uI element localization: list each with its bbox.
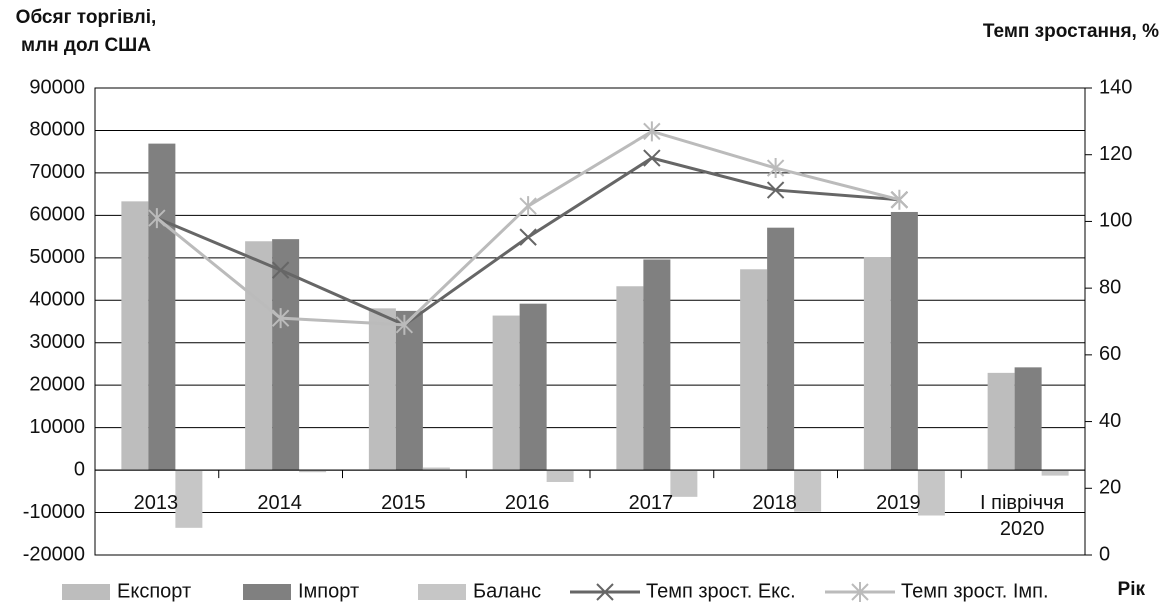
x-tick-label: 2015 [381, 492, 426, 515]
bar [616, 286, 644, 471]
marker [643, 121, 661, 142]
legend-label: Темп зрост. Екс. [646, 580, 796, 602]
bar [917, 470, 945, 516]
bar [890, 211, 918, 471]
y-tick-label: 90000 [29, 76, 85, 98]
bar [1041, 470, 1069, 476]
bar [1014, 367, 1042, 471]
bar [519, 303, 547, 471]
bar [175, 470, 203, 528]
bar [767, 227, 795, 471]
bar [643, 259, 671, 471]
y2-tick-label: 140 [1099, 76, 1132, 98]
y-tick-label: 10000 [29, 416, 85, 438]
x-tick-label: 2016 [504, 492, 550, 515]
legend-marker [851, 582, 869, 602]
x-tick-label: I півріччя 2020 [980, 492, 1065, 541]
y-tick-label: 60000 [29, 204, 85, 226]
legend-label: Темп зрост. Імп. [901, 580, 1049, 602]
x-tick-label: 2014 [257, 492, 302, 515]
y2-tick-label: 40 [1099, 410, 1121, 432]
marker [519, 196, 537, 217]
legend-swatch [418, 584, 466, 600]
bar [546, 470, 574, 482]
legend-label: Експорт [117, 580, 191, 602]
marker [643, 149, 661, 167]
marker [766, 181, 785, 199]
x-tick-label: 2018 [752, 492, 797, 515]
y-tick-label: 30000 [29, 331, 85, 353]
bar [299, 470, 327, 473]
y2-tick-label: 20 [1099, 477, 1121, 499]
marker [395, 314, 414, 335]
bar [794, 470, 822, 512]
bar [863, 257, 891, 471]
x-axis-title: Рік [1117, 579, 1145, 600]
y2-tick-label: 120 [1099, 143, 1132, 165]
y2-tick-label: 0 [1099, 543, 1110, 565]
legend-swatch [62, 584, 110, 600]
marker [890, 189, 909, 210]
y-tick-label: -20000 [23, 543, 85, 565]
y2-tick-label: 80 [1099, 276, 1121, 298]
legend-label: Баланс [473, 580, 541, 602]
y-tick-label: 80000 [29, 119, 85, 141]
y-tick-label: 50000 [29, 246, 85, 268]
y-tick-label: -10000 [23, 501, 85, 523]
bar [395, 310, 423, 471]
bar [492, 315, 520, 471]
bar [740, 269, 768, 471]
legend-label: Імпорт [298, 580, 359, 602]
bar [368, 308, 396, 471]
y-tick-label: 20000 [29, 373, 85, 395]
x-tick-label: 2017 [628, 492, 674, 515]
y2-tick-label: 100 [1099, 210, 1132, 232]
y-tick-label: 40000 [29, 289, 85, 311]
y2-tick-label: 60 [1099, 343, 1121, 365]
legend-swatch [243, 584, 291, 600]
y-tick-label: 70000 [29, 161, 85, 183]
y2-axis-title: Темп зростання, % [982, 21, 1159, 42]
marker [766, 158, 785, 179]
plot-border [94, 87, 1086, 556]
x-tick-label: 2013 [133, 492, 179, 515]
x-tick-label: 2019 [876, 492, 921, 515]
marker [519, 228, 537, 246]
bar [670, 470, 698, 497]
marker [271, 308, 290, 329]
bar [987, 372, 1015, 471]
legend-marker [596, 583, 614, 601]
bar [422, 467, 450, 471]
marker [271, 261, 290, 279]
y-axis-title: Обсяг торгівлі, млн дол США [15, 7, 157, 56]
y-tick-label: 0 [74, 458, 85, 480]
bar [121, 201, 149, 471]
marker [148, 208, 166, 229]
bar [245, 241, 273, 471]
bar [148, 143, 176, 471]
